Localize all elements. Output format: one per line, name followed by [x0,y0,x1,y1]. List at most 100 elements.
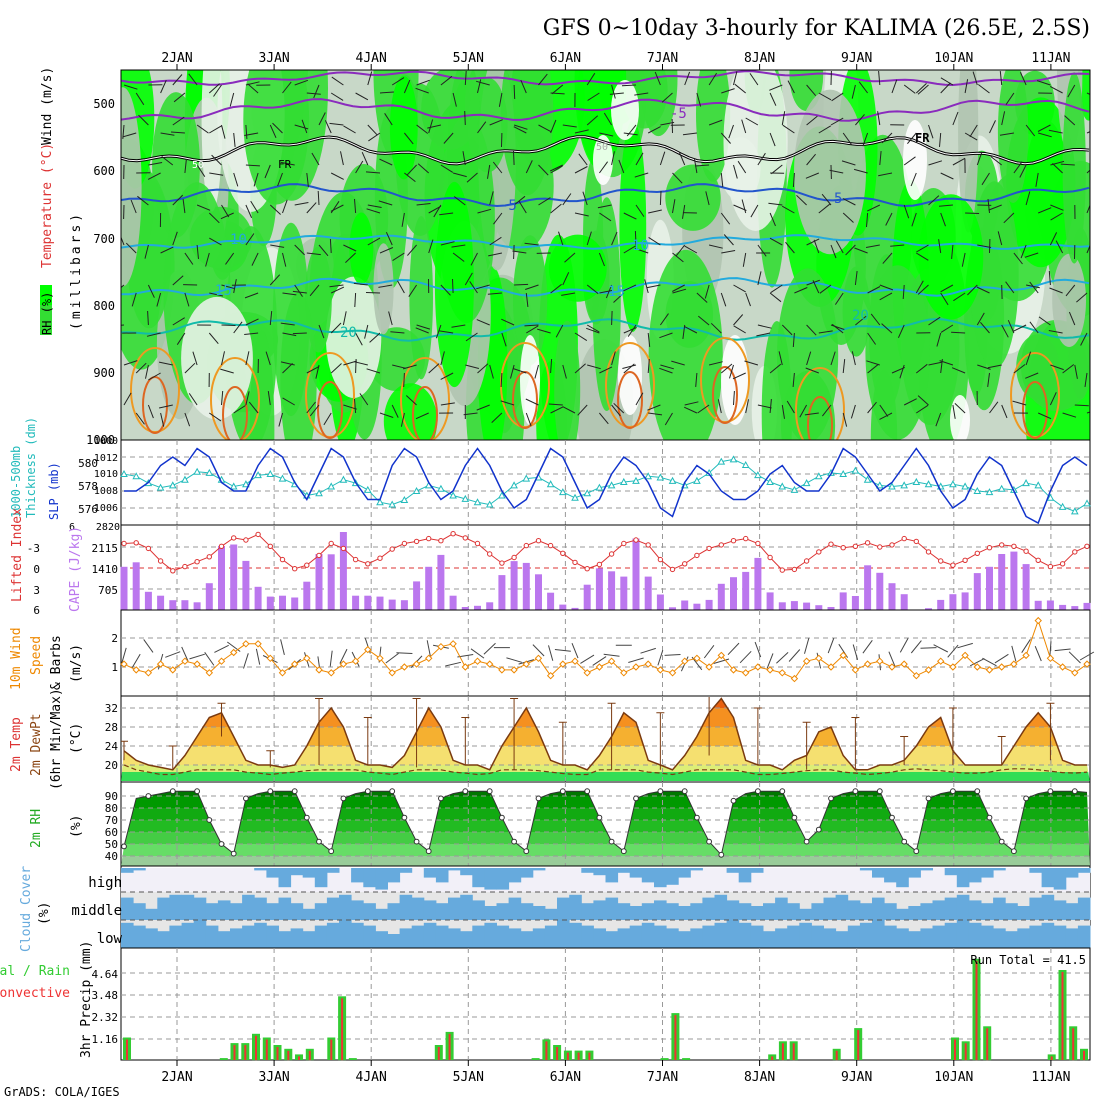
wind-barb [660,191,661,205]
rh-point [804,839,809,844]
cloud-mid-cell [606,898,619,920]
cape-bar [206,583,213,610]
cloud-high-cell [884,868,897,882]
li-point [829,542,833,546]
cape-bar [681,601,688,611]
cloud-mid-cell [182,895,195,920]
cloud-high-cell [388,868,401,882]
cloud-low-cell [533,928,546,948]
rh-tick: 40 [105,850,118,863]
precip-label-2: Convective [0,986,70,1001]
cloud-mid-cell [751,906,764,920]
cloud-low-cell [1005,931,1018,948]
li-point [975,551,979,555]
cloud-low-cell [618,928,631,948]
rh-point [512,839,517,844]
rh-point [792,815,797,820]
day-label: 4JAN [356,51,387,66]
cloud-low-cell [630,926,643,948]
rh-point [146,794,151,799]
rh-point [170,789,175,794]
cloud-mid-cell [836,895,849,920]
rh-point [707,839,712,844]
precip-tick: 4.64 [92,968,119,981]
cloud-mid-cell [218,900,231,920]
cloud-low-cell [157,931,170,948]
li-point [731,539,735,543]
cape-bar [401,600,408,610]
cloud-mid-cell [715,895,728,920]
li-point [122,541,126,545]
cloud-mid-cell [739,903,752,920]
precip-total-bar [661,1058,669,1060]
cloud-high-cell [872,868,885,878]
temp-axis-label-4: (°C) [69,723,84,754]
li-point [804,559,808,563]
cloud-low-cell [472,926,485,948]
precip-conv-bar [330,1040,332,1061]
precip-conv-bar [578,1053,580,1060]
cloud-low-cell [182,923,195,948]
cape-bar [255,587,262,610]
cloud-low-cell [169,926,182,948]
cloud-mid-cell [569,895,582,920]
rh-point [1012,849,1017,854]
cloud-low-cell [654,926,667,948]
cloud-mid-cell [1005,903,1018,920]
cloud-low-cell [666,928,679,948]
rh-point [463,789,468,794]
day-label: 7JAN [647,1070,678,1085]
cloud-mid-cell [860,903,873,920]
cloud-low-cell [315,926,328,948]
rh-point [560,789,565,794]
wind-barb [356,359,357,373]
temp-axis-label-1: 2m Temp [9,717,24,772]
cloud-high-cell [521,868,534,878]
li-point [634,538,638,542]
rh-point [621,849,626,854]
cloud-mid-cell [133,903,146,920]
cloud-mid-cell [303,909,316,920]
li-tick: 6 [33,604,40,617]
rh-point [292,789,297,794]
cloud-mid-cell [884,903,897,920]
cloud-high-cell [121,868,134,873]
cape-bar [730,577,737,610]
rh-band [121,844,1090,856]
cloud-low-cell [266,926,279,948]
cloud-low-cell [957,920,970,948]
li-point [134,541,138,545]
li-point [256,532,260,536]
cape-bar [486,602,493,610]
thickness-axis-label-2: Thickness (dm) [24,417,38,518]
li-point [1073,550,1077,554]
cloud-high-cell [424,868,437,878]
cloud-layers [121,868,1091,948]
precip-panel: Run Total = 41.5 4.64 3.48 2.32 1.16 Tot… [0,941,1090,1061]
cloud-high-cell [460,868,473,875]
slp-bottom-tick: 2820 [96,522,120,533]
cloud-low-cell [945,923,958,948]
cloud-high-cell [351,868,364,882]
cloud-mid-cell [448,898,461,920]
rh-contour-label: 50 [192,160,204,171]
cloud-mid-cell [981,903,994,920]
y-tick: 600 [93,164,115,178]
li-point [719,543,723,547]
li-point [293,567,297,571]
rh-point [951,789,956,794]
cloud-low-cell [836,931,849,948]
cloud-mid-cell [811,903,824,920]
rh-shade [390,76,418,179]
wind-barb [514,245,515,259]
cloud-low-cell [593,928,606,948]
isotherm-label: 20 [852,308,869,324]
isotherm-label: -5 [500,198,517,214]
precip-total-bar [682,1058,690,1060]
rh-point [219,842,224,847]
rh-point [816,827,821,832]
li-point [707,546,711,550]
li-tick: 0 [33,563,40,576]
cape-bar [316,554,323,610]
precip-total-bar [532,1058,540,1060]
